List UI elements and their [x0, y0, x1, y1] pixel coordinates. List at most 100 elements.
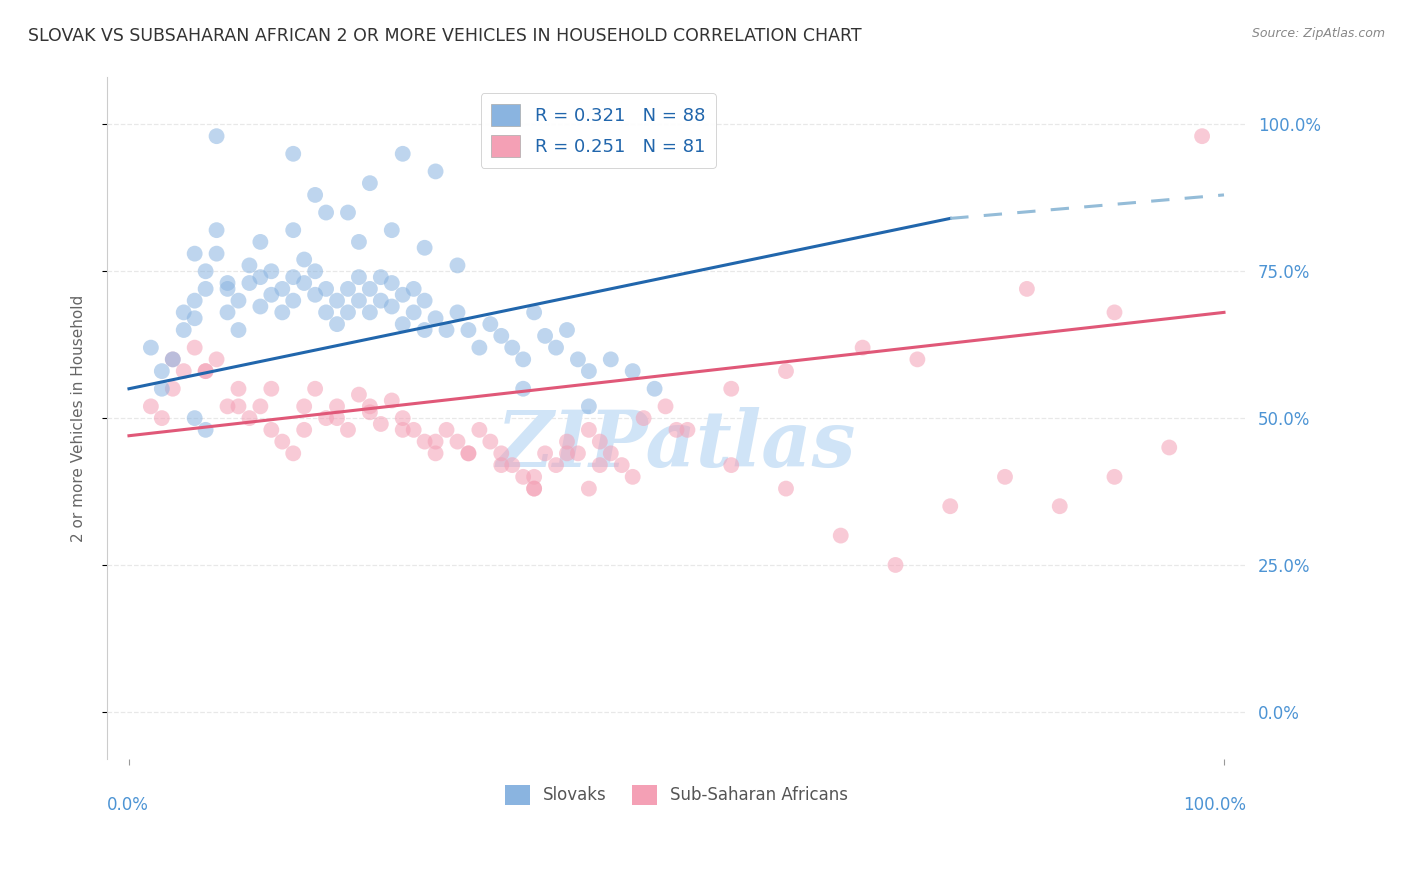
- Point: [830, 528, 852, 542]
- Text: 0.0%: 0.0%: [107, 797, 149, 814]
- Point: [523, 482, 546, 496]
- Point: [413, 241, 436, 255]
- Point: [654, 400, 676, 414]
- Point: [162, 352, 184, 367]
- Point: [228, 293, 250, 308]
- Point: [326, 411, 349, 425]
- Point: [479, 434, 502, 449]
- Point: [457, 323, 479, 337]
- Point: [544, 341, 567, 355]
- Point: [183, 293, 205, 308]
- Point: [775, 482, 797, 496]
- Point: [468, 423, 491, 437]
- Point: [260, 423, 283, 437]
- Point: [413, 434, 436, 449]
- Point: [205, 223, 228, 237]
- Point: [381, 300, 404, 314]
- Point: [205, 352, 228, 367]
- Point: [446, 434, 468, 449]
- Point: [589, 458, 612, 472]
- Point: [578, 482, 600, 496]
- Point: [283, 223, 305, 237]
- Point: [468, 341, 491, 355]
- Point: [555, 446, 578, 460]
- Point: [391, 423, 413, 437]
- Point: [150, 382, 173, 396]
- Point: [599, 352, 621, 367]
- Point: [292, 252, 315, 267]
- Point: [567, 446, 589, 460]
- Text: ZIPatlas: ZIPatlas: [496, 407, 856, 483]
- Point: [217, 282, 239, 296]
- Point: [381, 276, 404, 290]
- Point: [249, 400, 271, 414]
- Point: [260, 287, 283, 301]
- Point: [391, 287, 413, 301]
- Point: [249, 300, 271, 314]
- Point: [292, 276, 315, 290]
- Point: [228, 323, 250, 337]
- Point: [326, 400, 349, 414]
- Point: [599, 446, 621, 460]
- Point: [633, 411, 655, 425]
- Point: [512, 382, 534, 396]
- Point: [720, 458, 742, 472]
- Point: [315, 282, 337, 296]
- Point: [359, 305, 381, 319]
- Point: [425, 164, 447, 178]
- Point: [326, 317, 349, 331]
- Point: [905, 352, 928, 367]
- Point: [292, 400, 315, 414]
- Point: [336, 423, 359, 437]
- Point: [1104, 470, 1126, 484]
- Point: [589, 434, 612, 449]
- Point: [402, 423, 425, 437]
- Point: [567, 352, 589, 367]
- Point: [183, 246, 205, 260]
- Point: [775, 364, 797, 378]
- Point: [852, 341, 875, 355]
- Point: [249, 270, 271, 285]
- Point: [173, 305, 195, 319]
- Point: [621, 470, 644, 484]
- Point: [534, 329, 557, 343]
- Point: [391, 317, 413, 331]
- Point: [555, 434, 578, 449]
- Point: [260, 382, 283, 396]
- Point: [194, 282, 217, 296]
- Point: [194, 264, 217, 278]
- Point: [884, 558, 907, 572]
- Point: [644, 382, 666, 396]
- Point: [183, 341, 205, 355]
- Point: [228, 382, 250, 396]
- Point: [446, 305, 468, 319]
- Point: [578, 364, 600, 378]
- Point: [501, 458, 523, 472]
- Point: [370, 270, 392, 285]
- Point: [304, 264, 326, 278]
- Text: 100.0%: 100.0%: [1182, 797, 1246, 814]
- Point: [336, 282, 359, 296]
- Point: [370, 293, 392, 308]
- Point: [402, 282, 425, 296]
- Point: [720, 382, 742, 396]
- Point: [292, 423, 315, 437]
- Point: [173, 323, 195, 337]
- Point: [359, 176, 381, 190]
- Point: [457, 446, 479, 460]
- Point: [336, 205, 359, 219]
- Point: [194, 364, 217, 378]
- Point: [446, 259, 468, 273]
- Point: [381, 223, 404, 237]
- Point: [139, 400, 162, 414]
- Point: [425, 311, 447, 326]
- Point: [217, 276, 239, 290]
- Point: [304, 287, 326, 301]
- Point: [621, 364, 644, 378]
- Point: [194, 423, 217, 437]
- Point: [491, 458, 513, 472]
- Point: [1104, 305, 1126, 319]
- Point: [194, 364, 217, 378]
- Text: SLOVAK VS SUBSAHARAN AFRICAN 2 OR MORE VEHICLES IN HOUSEHOLD CORRELATION CHART: SLOVAK VS SUBSAHARAN AFRICAN 2 OR MORE V…: [28, 27, 862, 45]
- Point: [162, 352, 184, 367]
